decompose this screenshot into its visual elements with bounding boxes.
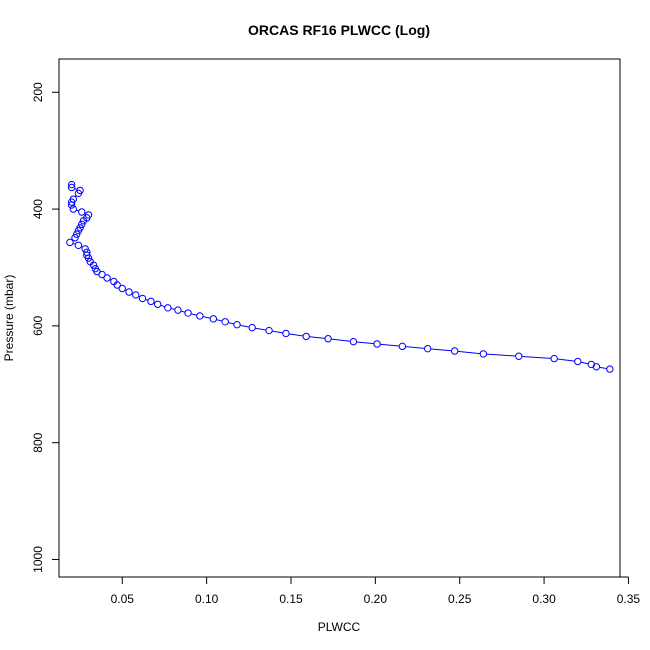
data-point xyxy=(78,220,86,228)
series-line-segment xyxy=(405,346,425,349)
series-line-segment xyxy=(181,310,185,313)
data-point xyxy=(74,189,83,198)
series-line-segment xyxy=(191,313,197,316)
series-line-segment xyxy=(171,308,175,310)
data-point xyxy=(98,270,106,279)
series-layer xyxy=(66,180,614,373)
y-tick-label: 200 xyxy=(31,82,45,102)
data-point xyxy=(89,261,98,269)
series-line-segment xyxy=(203,316,211,319)
x-tick-label: 0.20 xyxy=(364,592,388,606)
x-tick-label: 0.15 xyxy=(279,592,303,606)
data-point xyxy=(74,241,83,249)
data-point xyxy=(515,352,523,360)
data-point xyxy=(118,284,126,293)
data-point xyxy=(592,363,601,371)
data-point xyxy=(373,340,381,348)
series-line-segment xyxy=(74,188,78,190)
series-line-segment xyxy=(557,358,575,362)
data-point xyxy=(67,198,76,206)
x-tick-label: 0.30 xyxy=(532,592,556,606)
y-tick-label: 400 xyxy=(31,199,45,219)
data-point xyxy=(84,254,93,262)
series-line-segment xyxy=(331,338,351,342)
series-line-segment xyxy=(431,348,452,352)
series-line-segment xyxy=(309,336,325,339)
data-point xyxy=(282,329,290,338)
y-tick-label: 800 xyxy=(31,432,45,452)
data-point xyxy=(79,217,88,225)
data-point xyxy=(265,326,273,335)
data-point xyxy=(450,347,459,355)
data-point xyxy=(174,306,182,314)
x-tick-label: 0.05 xyxy=(111,592,135,606)
data-point xyxy=(132,291,140,299)
data-point xyxy=(479,350,488,358)
data-point xyxy=(164,304,172,312)
y-tick-label: 600 xyxy=(31,316,45,336)
x-tick-label: 0.10 xyxy=(195,592,219,606)
series-line-segment xyxy=(145,299,148,301)
data-point xyxy=(154,300,162,308)
series-line-segment xyxy=(160,304,165,308)
data-point xyxy=(302,332,310,341)
series-line-segment xyxy=(486,353,516,357)
series-line-segment xyxy=(457,350,481,355)
data-point xyxy=(125,288,133,296)
x-axis: 0.05 0.10 0.15 0.20 0.25 0.30 0.35 xyxy=(111,576,641,606)
data-point xyxy=(233,321,241,329)
chart-title: ORCAS RF16 PLWCC (Log) xyxy=(248,22,430,38)
y-axis-label: Pressure (mbar) xyxy=(2,275,16,362)
data-point xyxy=(67,201,76,209)
data-point xyxy=(398,342,407,351)
series-line-segment xyxy=(581,361,589,365)
series-line-segment xyxy=(216,319,223,322)
series-line-segment xyxy=(272,330,283,334)
data-point xyxy=(209,315,218,323)
series-line-segment xyxy=(599,366,607,370)
series-line-segment xyxy=(73,243,76,245)
series-line-segment xyxy=(240,324,249,328)
data-point xyxy=(67,180,76,189)
x-axis-label: PLWCC xyxy=(318,620,361,634)
data-point xyxy=(69,205,78,213)
series-line-segment xyxy=(522,355,551,359)
series-line-segment xyxy=(289,333,303,337)
data-point xyxy=(221,318,229,326)
data-point xyxy=(184,309,192,317)
data-point xyxy=(73,230,81,238)
data-point xyxy=(196,312,204,320)
series-line-segment xyxy=(356,341,374,345)
data-point xyxy=(147,297,155,306)
data-point xyxy=(606,365,614,373)
data-point xyxy=(67,183,76,192)
data-point xyxy=(78,208,86,216)
series-line-segment xyxy=(380,343,400,347)
data-point xyxy=(66,238,74,247)
data-point xyxy=(74,226,83,235)
data-point xyxy=(71,234,79,242)
data-point xyxy=(138,294,147,303)
data-point xyxy=(574,357,582,366)
data-point xyxy=(324,335,332,343)
x-tick-label: 0.25 xyxy=(448,592,472,606)
series-line-segment xyxy=(228,322,234,325)
data-point xyxy=(550,354,558,363)
y-tick-label: 1000 xyxy=(31,546,45,573)
plot-frame xyxy=(58,58,621,578)
x-tick-label: 0.35 xyxy=(617,592,641,606)
data-point xyxy=(113,281,121,289)
series-line-segment xyxy=(255,327,266,331)
data-point xyxy=(349,337,358,346)
y-axis: 200 400 600 800 1000 xyxy=(31,82,60,573)
series-line-segment xyxy=(76,209,79,212)
data-point xyxy=(248,323,256,332)
data-point xyxy=(423,344,432,353)
data-point xyxy=(103,274,111,282)
